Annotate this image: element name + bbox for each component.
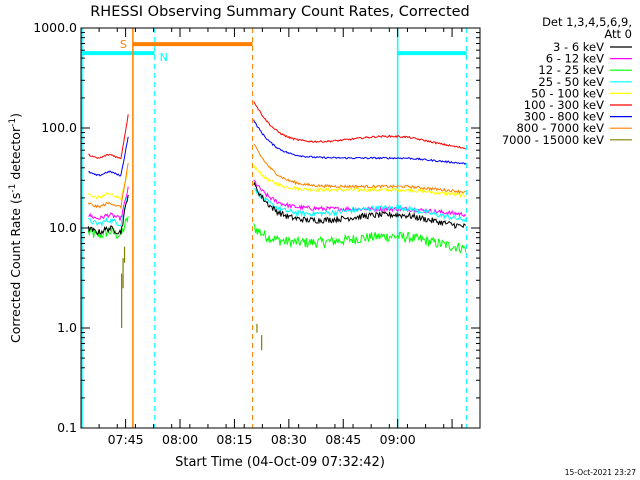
legend-label-25-50-kev: 25 - 50 keV — [538, 75, 604, 89]
x-tick-label: 09:00 — [380, 432, 416, 447]
y-tick-label: 10.0 — [49, 220, 77, 235]
legend-label-300-800-kev: 300 - 800 keV — [524, 110, 604, 124]
series-100-300-kev-segment-2 — [253, 101, 467, 150]
legend-header-1: Det 1,3,4,5,6,9, — [542, 15, 632, 29]
legend-label-7000-15000-kev: 7000 - 15000 keV — [502, 133, 604, 147]
legend-label-100-300-kev: 100 - 300 keV — [524, 98, 604, 112]
legend-label-3-6-kev: 3 - 6 keV — [553, 40, 604, 54]
y-axis-label-sup1: -1 — [8, 184, 18, 193]
plot-area: SN — [81, 28, 468, 428]
chart-title: RHESSI Observing Summary Count Rates, Co… — [90, 4, 470, 20]
series-50-100-kev-segment-1 — [87, 170, 129, 201]
flag-layer: SN — [81, 28, 468, 428]
x-axis-label: Start Time (04-Oct-09 07:32:42) — [175, 455, 385, 470]
x-tick-label: 08:15 — [216, 432, 252, 447]
footer-timestamp: 15-Oct-2021 23:27 — [565, 468, 636, 477]
series-50-100-kev-segment-2 — [253, 165, 466, 199]
series-100-300-kev-segment-1 — [88, 114, 129, 160]
legend-label-800-7000-kev: 800 - 7000 keV — [516, 121, 604, 135]
y-axis-label-mid: detector — [8, 126, 23, 184]
y-axis-label-end: ) — [8, 113, 23, 118]
y-tick-label: 1.0 — [57, 320, 77, 335]
x-tick-label: 08:30 — [271, 432, 307, 447]
series-25-50-kev-segment-1 — [87, 195, 129, 228]
legend-header-2: Att 0 — [604, 27, 632, 41]
series-300-800-kev-segment-1 — [88, 136, 129, 177]
y-tick-label: 100.0 — [41, 120, 77, 135]
legend-label-6-12-kev: 6 - 12 keV — [546, 52, 604, 66]
series-800-7000-kev-segment-1 — [87, 163, 129, 210]
saa-flag-label: S — [120, 38, 127, 51]
series-300-800-kev-segment-2 — [253, 119, 467, 166]
x-tick-label: 07:45 — [108, 432, 144, 447]
series-layer — [87, 101, 467, 351]
y-axis: 0.1 1.0 10.0 100.0 1000.0 — [33, 20, 480, 435]
night-flag-label: N — [160, 51, 168, 64]
y-tick-label: 0.1 — [57, 420, 77, 435]
series-12-25-kev-segment-2 — [253, 223, 467, 254]
x-tick-label: 08:00 — [162, 432, 198, 447]
series-25-50-kev-segment-2 — [253, 188, 467, 223]
x-axis: 07:45 08:00 08:15 08:30 08:45 09:00 — [80, 28, 481, 447]
x-tick-label: 08:45 — [325, 432, 361, 447]
series-6-12-kev-segment-1 — [88, 186, 129, 221]
y-axis-label-sup2: -1 — [8, 118, 18, 127]
legend-label-12-25-kev: 12 - 25 keV — [538, 63, 604, 77]
y-axis-label: Corrected Count Rate (s-1 detector-1) — [8, 113, 23, 343]
series-800-7000-kev-segment-2 — [253, 143, 466, 194]
series-3-6-kev-segment-2 — [253, 181, 466, 229]
legend-label-50-100-kev: 50 - 100 keV — [531, 86, 604, 100]
series-3-6-kev-segment-1 — [87, 194, 129, 236]
y-tick-label: 1000.0 — [33, 20, 77, 35]
y-axis-label-start: Corrected Count Rate (s — [8, 193, 23, 343]
